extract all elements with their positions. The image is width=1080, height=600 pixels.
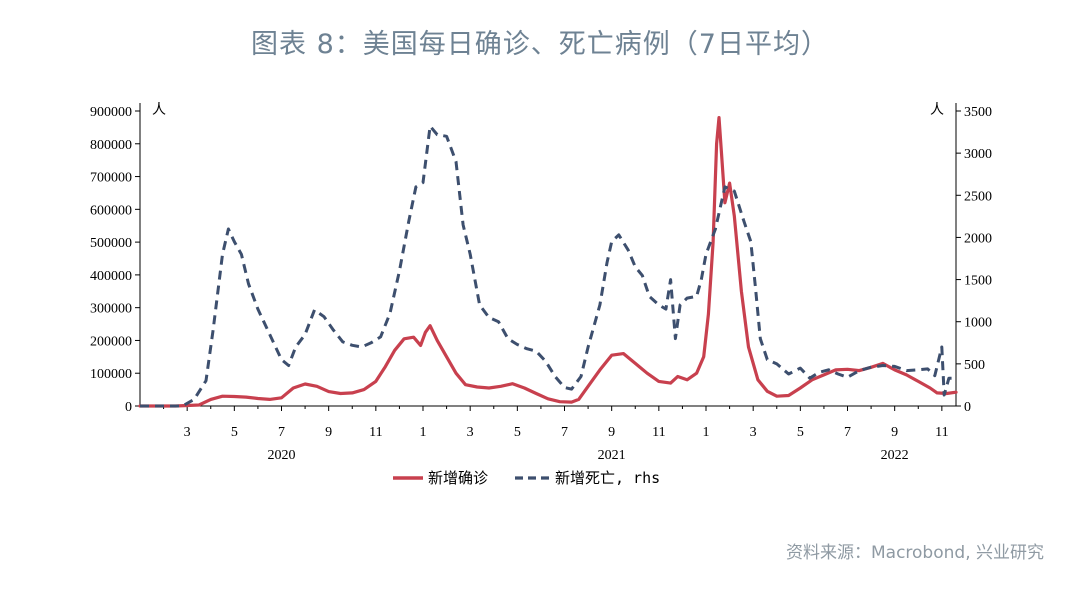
right-tick-label: 1000 (964, 316, 992, 331)
right-tick-label: 0 (964, 400, 971, 415)
source-note: 资料来源：Macrobond, 兴业研究 (785, 543, 1044, 563)
series-confirmed-line (138, 116, 958, 408)
x-tick-label: 11 (369, 425, 382, 440)
left-tick-label: 800000 (90, 138, 132, 153)
right-tick-label: 500 (964, 358, 985, 373)
x-tick-label: 9 (891, 425, 898, 440)
x-tick-label: 5 (797, 425, 804, 440)
left-unit-label: 人 (152, 102, 166, 118)
x-tick-label: 5 (231, 425, 238, 440)
x-tick-label: 9 (325, 425, 332, 440)
left-tick-label: 700000 (90, 171, 132, 186)
left-tick-label: 100000 (90, 367, 132, 382)
right-tick-label: 2000 (964, 231, 992, 246)
legend-deaths-label: 新增死亡, rhs (555, 469, 660, 487)
x-tick-label: 3 (750, 425, 757, 440)
series-deaths-line (140, 124, 956, 408)
left-tick-label: 400000 (90, 269, 132, 284)
right-unit-label: 人 (930, 102, 944, 118)
legend-confirmed-label: 新增确诊 (428, 469, 488, 487)
chart-title: 图表 8：美国每日确诊、死亡病例（7日平均） (251, 29, 829, 60)
left-tick-label: 900000 (90, 105, 132, 120)
x-year-label: 2020 (268, 448, 296, 463)
legend: 新增确诊 新增死亡, rhs (393, 469, 660, 487)
x-year-label: 2022 (881, 448, 909, 463)
left-tick-label: 500000 (90, 236, 132, 251)
x-tick-label: 1 (420, 425, 427, 440)
x-tick-label: 11 (652, 425, 665, 440)
left-tick-label: 600000 (90, 203, 132, 218)
x-tick-label: 1 (703, 425, 710, 440)
x-year-label: 2021 (598, 448, 626, 463)
right-tick-label: 3500 (964, 105, 992, 120)
right-tick-label: 2500 (964, 189, 992, 204)
right-tick-label: 3000 (964, 147, 992, 162)
x-tick-label: 3 (467, 425, 474, 440)
left-tick-label: 300000 (90, 302, 132, 317)
left-tick-label: 0 (125, 400, 132, 415)
x-tick-label: 3 (184, 425, 191, 440)
x-tick-label: 9 (608, 425, 615, 440)
x-tick-label: 7 (278, 425, 285, 440)
x-tick-label: 11 (935, 425, 948, 440)
x-tick-label: 7 (844, 425, 851, 440)
x-tick-label: 5 (514, 425, 521, 440)
left-tick-label: 200000 (90, 334, 132, 349)
x-tick-label: 7 (561, 425, 568, 440)
right-tick-label: 1500 (964, 274, 992, 289)
